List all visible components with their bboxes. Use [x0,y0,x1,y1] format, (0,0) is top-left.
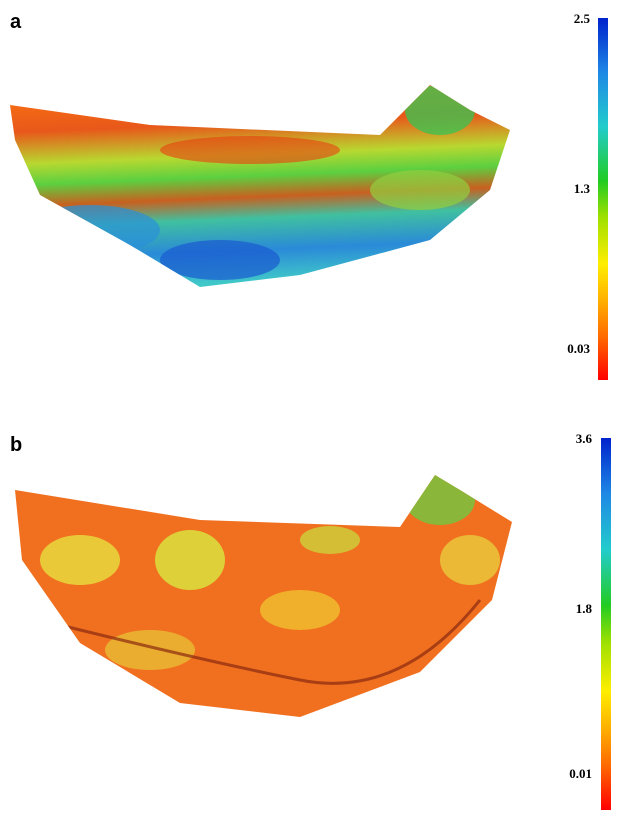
colorbar [601,438,611,810]
panel-label: a [10,11,22,33]
panel-label: b [10,434,22,456]
colorbar-tick: 2.5 [574,11,591,26]
surface-plot [0,80,520,290]
colorbar [598,18,608,380]
colorbar-tick: 3.6 [576,431,593,446]
figure: a 2.5 1.3 0.03 b 3.6 1.8 0.01 [0,0,621,814]
colorbar-tick: 1.3 [574,181,591,196]
colorbar-tick: 1.8 [576,601,593,616]
surface-plot [0,470,520,730]
colorbar-tick: 0.01 [569,766,592,781]
colorbar-tick: 0.03 [567,341,590,356]
